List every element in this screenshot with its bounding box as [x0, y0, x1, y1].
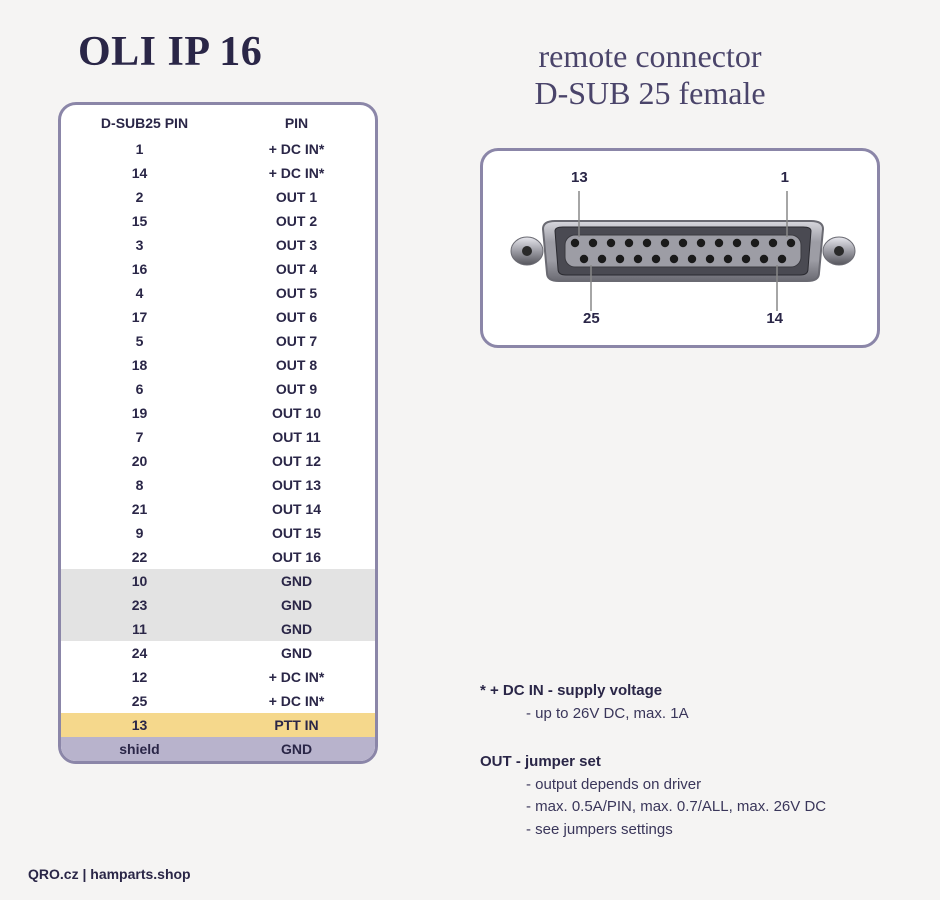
- pin-number: 19: [61, 405, 218, 421]
- table-row: 19OUT 10: [61, 401, 375, 425]
- pin-label: OUT 4: [218, 261, 375, 277]
- pin-label: GND: [218, 573, 375, 589]
- note-out-sub3: - see jumpers settings: [480, 819, 900, 842]
- table-header: D-SUB25 PIN PIN: [61, 105, 375, 137]
- pin-label: GND: [218, 741, 375, 757]
- table-row: 22OUT 16: [61, 545, 375, 569]
- pin-number: 25: [61, 693, 218, 709]
- subtitle-line2: D-SUB 25 female: [534, 75, 765, 111]
- pin-label: OUT 1: [218, 189, 375, 205]
- notes-block: * + DC IN - supply voltage - up to 26V D…: [480, 680, 900, 841]
- pin-label: OUT 16: [218, 549, 375, 565]
- note-out-sub1: - output depends on driver: [480, 774, 900, 797]
- pin-label: OUT 3: [218, 237, 375, 253]
- pin-label: OUT 10: [218, 405, 375, 421]
- header-col2: PIN: [218, 115, 375, 131]
- table-row: 6OUT 9: [61, 377, 375, 401]
- table-row: 8OUT 13: [61, 473, 375, 497]
- header-col1: D-SUB25 PIN: [61, 115, 218, 131]
- pin-label: OUT 11: [218, 429, 375, 445]
- pin-number: 3: [61, 237, 218, 253]
- table-row: 5OUT 7: [61, 329, 375, 353]
- pin-label: OUT 2: [218, 213, 375, 229]
- table-row: 24GND: [61, 641, 375, 665]
- table-row: 16OUT 4: [61, 257, 375, 281]
- table-row: 18OUT 8: [61, 353, 375, 377]
- pin-label: + DC IN*: [218, 693, 375, 709]
- table-row: 14+ DC IN*: [61, 161, 375, 185]
- table-row: 1+ DC IN*: [61, 137, 375, 161]
- table-row: 21OUT 14: [61, 497, 375, 521]
- table-row: 12+ DC IN*: [61, 665, 375, 689]
- pin-number: 24: [61, 645, 218, 661]
- subtitle: remote connector D-SUB 25 female: [460, 38, 840, 112]
- table-row: shieldGND: [61, 737, 375, 761]
- table-row: 9OUT 15: [61, 521, 375, 545]
- pin-label: PTT IN: [218, 717, 375, 733]
- table-row: 3OUT 3: [61, 233, 375, 257]
- pin-number: 7: [61, 429, 218, 445]
- pin-number: 22: [61, 549, 218, 565]
- pin-number: 5: [61, 333, 218, 349]
- page-title: OLI IP 16: [78, 28, 262, 76]
- pin-number: 17: [61, 309, 218, 325]
- table-row: 7OUT 11: [61, 425, 375, 449]
- pin-number: 14: [61, 165, 218, 181]
- pin-label: OUT 14: [218, 501, 375, 517]
- note-out-sub2: - max. 0.5A/PIN, max. 0.7/ALL, max. 26V …: [480, 796, 900, 819]
- table-row: 11GND: [61, 617, 375, 641]
- pin-number: 2: [61, 189, 218, 205]
- pin-number: 12: [61, 669, 218, 685]
- pin-label: OUT 13: [218, 477, 375, 493]
- pin-label: OUT 12: [218, 453, 375, 469]
- pin-label: OUT 8: [218, 357, 375, 373]
- table-row: 17OUT 6: [61, 305, 375, 329]
- pin-label: OUT 9: [218, 381, 375, 397]
- pin-label: + DC IN*: [218, 165, 375, 181]
- table-row: 4OUT 5: [61, 281, 375, 305]
- pin-number: 9: [61, 525, 218, 541]
- table-row: 20OUT 12: [61, 449, 375, 473]
- pin-label: GND: [218, 621, 375, 637]
- connector-diagram: 13 1 25 14: [480, 148, 880, 348]
- note-out-head: OUT - jumper set: [480, 751, 900, 774]
- pin-number: 20: [61, 453, 218, 469]
- pin-label: + DC IN*: [218, 141, 375, 157]
- subtitle-line1: remote connector: [539, 38, 762, 74]
- table-row: 23GND: [61, 593, 375, 617]
- pin-number: 18: [61, 357, 218, 373]
- table-row: 13PTT IN: [61, 713, 375, 737]
- table-row: 2OUT 1: [61, 185, 375, 209]
- table-row: 10GND: [61, 569, 375, 593]
- pin-number: 16: [61, 261, 218, 277]
- pin-number: 13: [61, 717, 218, 733]
- pin-label: + DC IN*: [218, 669, 375, 685]
- pin-number: 1: [61, 141, 218, 157]
- table-row: 25+ DC IN*: [61, 689, 375, 713]
- pin-label: OUT 6: [218, 309, 375, 325]
- pin-label: GND: [218, 645, 375, 661]
- pin-number: 23: [61, 597, 218, 613]
- pin-number: 6: [61, 381, 218, 397]
- pin-number: 11: [61, 621, 218, 637]
- note-dcin-sub1: - up to 26V DC, max. 1A: [480, 703, 900, 726]
- footer-credit: QRO.cz | hamparts.shop: [28, 866, 191, 882]
- pin-label: OUT 7: [218, 333, 375, 349]
- pin-number: 4: [61, 285, 218, 301]
- pin-label: OUT 5: [218, 285, 375, 301]
- dsub25-connector-icon: [483, 151, 883, 351]
- table-row: 15OUT 2: [61, 209, 375, 233]
- pin-number: 10: [61, 573, 218, 589]
- pin-number: shield: [61, 741, 218, 757]
- note-dcin-head: * + DC IN - supply voltage: [480, 680, 900, 703]
- pin-label: OUT 15: [218, 525, 375, 541]
- pin-table: D-SUB25 PIN PIN 1+ DC IN*14+ DC IN*2OUT …: [58, 102, 378, 764]
- pin-number: 21: [61, 501, 218, 517]
- pin-number: 8: [61, 477, 218, 493]
- pin-number: 15: [61, 213, 218, 229]
- pin-label: GND: [218, 597, 375, 613]
